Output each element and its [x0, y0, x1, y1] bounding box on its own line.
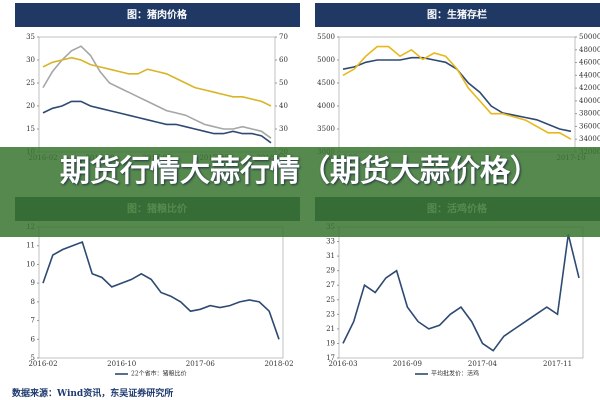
y-tick-label: 17	[326, 354, 335, 362]
y-tick-label: 5	[31, 354, 35, 362]
source-note: 数据来源：Wind资讯，东吴证券研究所	[12, 389, 174, 399]
y-tick-label: 8	[31, 298, 35, 306]
y2-tick-label: 40	[279, 102, 288, 110]
y-tick-label: 7	[31, 317, 35, 325]
y-tick-label: 4500	[317, 79, 335, 87]
series-line	[342, 45, 572, 140]
y-tick-label: 21	[326, 325, 335, 333]
series-line	[42, 56, 272, 107]
y2-tick-label: 60	[279, 56, 288, 64]
panel-title: 图：生猪存栏	[427, 8, 487, 21]
plot-frame	[338, 36, 576, 153]
y-tick-label: 25	[326, 296, 335, 304]
y-tick-label: 27	[326, 281, 335, 289]
legend-label: 22个省市：猪粮比价	[131, 370, 187, 378]
y-tick-label: 10	[26, 260, 35, 268]
x-tick-label: 2017-11	[543, 360, 572, 368]
plot-frame	[38, 36, 276, 153]
series-line	[42, 240, 280, 340]
y2-tick-label: 46000	[579, 59, 600, 67]
y-tick-label: 5500	[317, 33, 335, 41]
y-tick-label: 11	[26, 242, 35, 250]
y-tick-label: 4000	[317, 102, 335, 110]
y2-tick-label: 44000	[579, 71, 600, 79]
banner	[0, 147, 600, 237]
y2-tick-label: 42000	[579, 84, 600, 92]
x-tick-label: 2018-02	[264, 360, 293, 368]
panel-title-bar	[15, 3, 300, 27]
y2-tick-label: 36000	[579, 122, 600, 130]
x-tick-label: 2017-04	[468, 360, 498, 368]
y-tick-label: 6	[31, 335, 36, 343]
y-tick-label: 23	[326, 310, 335, 318]
y-tick-label: 25	[26, 79, 35, 87]
x-tick-label: 2016-03	[328, 360, 357, 368]
headline: 期货行情大蒜行情（期货大蒜价格）	[60, 154, 540, 189]
x-tick-label: 2016-09	[393, 360, 422, 368]
y2-tick-label: 70	[279, 33, 288, 41]
y-tick-label: 9	[31, 279, 35, 287]
y2-tick-label: 30	[279, 125, 288, 133]
y-tick-label: 33	[326, 238, 335, 246]
x-tick-label: 2016-02	[28, 360, 57, 368]
y2-tick-label: 50000	[579, 33, 600, 41]
y-tick-label: 5000	[317, 56, 335, 64]
series-line	[42, 45, 272, 139]
y-tick-label: 29	[326, 267, 335, 275]
y-tick-label: 3500	[317, 125, 335, 133]
legend-label: 平均批发价：活鸡	[431, 370, 479, 378]
panel-title-bar	[315, 3, 600, 27]
y2-tick-label: 50	[279, 79, 288, 87]
y-tick-label: 19	[326, 339, 335, 347]
panel-title: 图：猪肉价格	[127, 8, 188, 21]
y-tick-label: 35	[26, 33, 35, 41]
y-tick-label: 15	[26, 125, 35, 133]
y2-tick-label: 40000	[579, 97, 600, 105]
series-line	[42, 100, 272, 144]
y2-tick-label: 38000	[579, 110, 600, 118]
y-tick-label: 20	[26, 102, 35, 110]
y2-tick-label: 34000	[579, 135, 600, 143]
series-line	[342, 234, 580, 352]
y-tick-label: 30	[26, 56, 35, 64]
x-tick-label: 2016-10	[107, 360, 136, 368]
y-tick-label: 31	[326, 252, 335, 260]
x-tick-label: 2017-06	[186, 360, 216, 368]
y2-tick-label: 48000	[579, 46, 600, 54]
